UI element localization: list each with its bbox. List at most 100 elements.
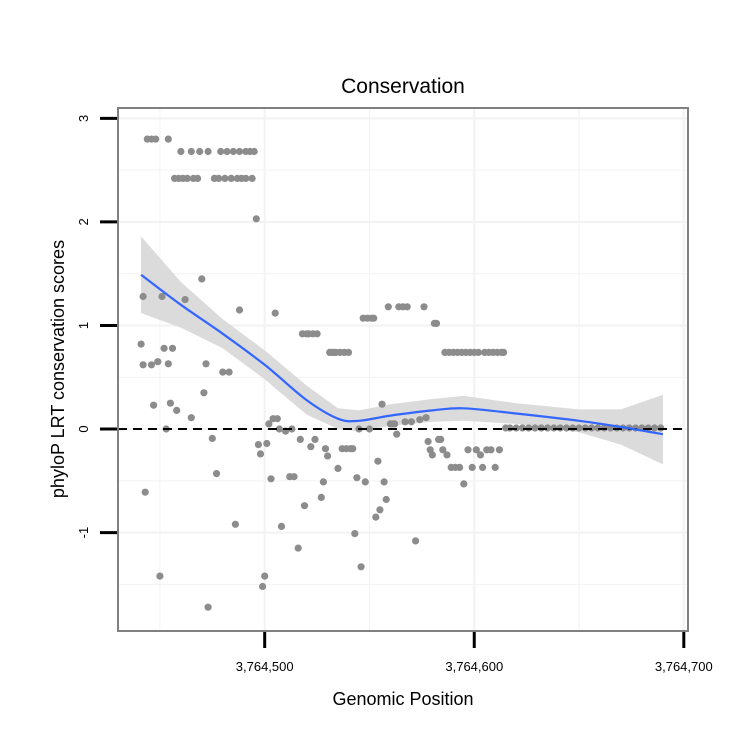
data-point xyxy=(464,446,472,454)
confidence-band-layer xyxy=(141,236,663,465)
data-point xyxy=(537,424,545,432)
data-point xyxy=(518,424,527,432)
data-point xyxy=(235,147,244,156)
data-point xyxy=(443,451,451,459)
data-point xyxy=(187,414,195,422)
data-point xyxy=(156,572,164,580)
data-point xyxy=(391,420,399,428)
data-point xyxy=(378,400,386,408)
data-point xyxy=(223,147,231,156)
data-point xyxy=(254,441,262,449)
y-axis-label: phyloP LRT conservation scores xyxy=(48,240,68,498)
data-point xyxy=(198,275,206,283)
chart-title: Conservation xyxy=(341,75,465,98)
data-point xyxy=(500,348,508,356)
data-point xyxy=(581,424,589,432)
data-point xyxy=(550,424,558,432)
data-point xyxy=(468,463,476,471)
data-point xyxy=(569,424,577,432)
data-point xyxy=(506,424,514,432)
data-point xyxy=(321,445,330,453)
data-point xyxy=(401,418,409,426)
panel-border xyxy=(117,107,689,632)
data-point xyxy=(204,147,212,156)
data-point xyxy=(512,424,520,432)
data-point xyxy=(275,425,283,433)
data-point xyxy=(588,424,596,432)
data-point xyxy=(650,424,659,432)
data-point xyxy=(487,446,495,454)
data-point xyxy=(154,358,162,366)
data-point xyxy=(194,174,202,182)
data-point xyxy=(227,174,235,182)
data-point xyxy=(229,147,237,156)
smooth-line-layer xyxy=(118,273,688,436)
data-point xyxy=(531,424,539,432)
data-point xyxy=(296,435,304,443)
data-point xyxy=(307,443,315,451)
data-point xyxy=(657,424,665,432)
data-point xyxy=(472,446,480,454)
data-point xyxy=(147,361,156,369)
y-tick-label: -1 xyxy=(76,527,91,539)
data-point xyxy=(525,424,533,432)
data-point xyxy=(317,493,325,501)
data-point xyxy=(208,434,216,442)
data-point xyxy=(137,340,145,348)
data-point xyxy=(300,502,309,510)
data-point xyxy=(353,474,361,482)
data-point xyxy=(217,147,225,156)
data-point xyxy=(476,451,485,459)
data-point xyxy=(158,292,166,301)
points-layer xyxy=(137,135,665,611)
data-point xyxy=(380,478,388,486)
data-point xyxy=(259,582,267,591)
data-point xyxy=(248,174,256,182)
data-point xyxy=(231,520,239,528)
data-point xyxy=(221,174,229,182)
data-point xyxy=(290,473,298,481)
x-tick-label: 3,764,600 xyxy=(445,659,503,674)
data-point xyxy=(491,463,499,471)
data-point xyxy=(393,430,401,438)
data-point xyxy=(265,420,273,428)
data-point xyxy=(370,314,378,322)
data-point xyxy=(319,478,327,486)
data-point xyxy=(139,292,147,301)
data-point xyxy=(422,414,430,422)
data-point xyxy=(424,437,432,446)
data-point xyxy=(407,418,415,426)
axis-layer: -1 0 1 2 3 3,764,500 3,764,600 3,764,700 xyxy=(76,115,713,674)
data-point xyxy=(160,344,168,352)
data-point xyxy=(382,495,390,504)
data-point xyxy=(365,425,374,433)
data-point xyxy=(562,424,571,432)
data-point xyxy=(556,424,564,432)
data-point xyxy=(139,361,147,369)
data-point xyxy=(261,572,269,580)
data-point xyxy=(256,450,265,458)
x-axis-label: Genomic Position xyxy=(332,689,473,709)
data-point xyxy=(204,603,212,611)
data-point xyxy=(152,135,160,143)
y-tick-label: 2 xyxy=(76,218,91,225)
grid-layer xyxy=(118,108,688,631)
data-point xyxy=(544,424,552,432)
data-point xyxy=(181,296,189,304)
data-point xyxy=(403,303,411,311)
data-point xyxy=(215,174,223,182)
data-point xyxy=(242,174,250,182)
data-point xyxy=(495,446,503,454)
data-point xyxy=(168,344,177,352)
data-point xyxy=(187,147,195,156)
data-point xyxy=(474,348,482,356)
data-point xyxy=(416,416,424,424)
data-point xyxy=(212,470,221,478)
data-point xyxy=(428,451,436,459)
smooth-trend-line xyxy=(140,273,664,436)
data-point xyxy=(374,457,382,465)
data-point xyxy=(219,368,227,376)
data-point xyxy=(202,360,210,368)
y-tick-label: 0 xyxy=(76,425,91,432)
data-point xyxy=(344,348,353,356)
